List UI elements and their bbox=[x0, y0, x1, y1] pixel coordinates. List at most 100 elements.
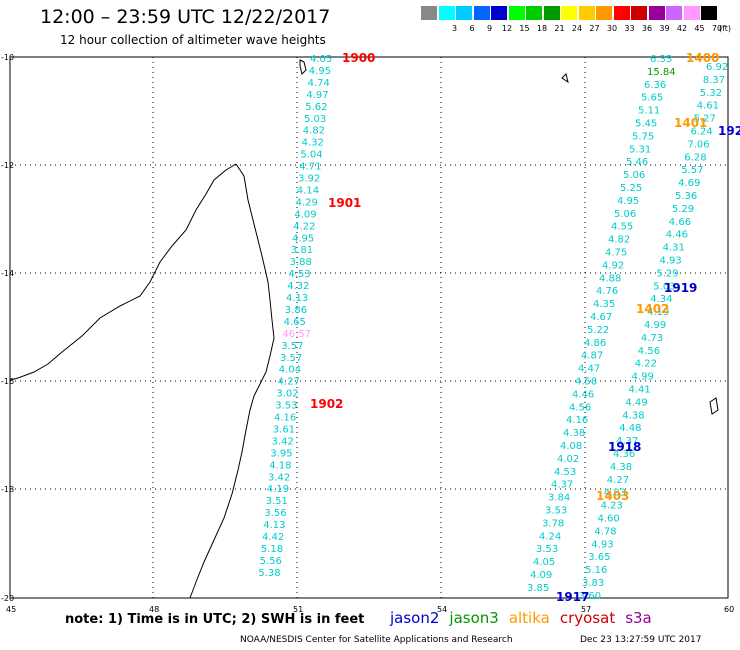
swh-value: 3.85 bbox=[527, 583, 549, 594]
swh-value: 3.78 bbox=[542, 518, 564, 529]
swh-value: 4.93 bbox=[591, 539, 613, 550]
swh-value: 5.38 bbox=[258, 568, 280, 579]
chart-subtitle: 12 hour collection of altimeter wave hei… bbox=[60, 33, 326, 47]
swh-value: 4.46 bbox=[666, 230, 688, 241]
swh-value: 4.37 bbox=[551, 480, 573, 491]
pass-label: 1402 bbox=[636, 302, 669, 316]
swh-value: 5.29 bbox=[656, 268, 678, 279]
swh-value: 4.53 bbox=[554, 467, 576, 478]
lat-tick-label: -16 bbox=[1, 377, 14, 386]
pass-label: 1401 bbox=[674, 116, 707, 130]
swh-value: 4.16 bbox=[566, 415, 588, 426]
swh-value: 3.65 bbox=[588, 552, 610, 563]
swh-value: 6.36 bbox=[644, 80, 666, 91]
swh-value: 4.47 bbox=[578, 364, 600, 375]
swh-value: 3.60 bbox=[579, 591, 601, 602]
legend-swatch bbox=[508, 6, 525, 20]
swh-value: 4.60 bbox=[598, 514, 620, 525]
swh-value: 5.46 bbox=[626, 157, 648, 168]
swh-value: 4.38 bbox=[610, 462, 632, 473]
swh-value: 4.05 bbox=[310, 54, 332, 65]
swh-value: 4.38 bbox=[622, 410, 644, 421]
legend-swatch bbox=[578, 6, 595, 20]
swh-value: 7.06 bbox=[687, 139, 709, 150]
pass-label: 1900 bbox=[342, 51, 375, 65]
swh-value: 5.57 bbox=[681, 165, 703, 176]
swh-value: 4.19 bbox=[647, 307, 669, 318]
swh-value: 4.99 bbox=[644, 320, 666, 331]
legend-swatch bbox=[613, 6, 630, 20]
satellite-jason3: jason3 bbox=[449, 609, 499, 627]
swh-value: 4.66 bbox=[669, 217, 691, 228]
swh-value: 4.19 bbox=[267, 484, 289, 495]
swh-value: 4.82 bbox=[303, 126, 325, 137]
island-outline bbox=[561, 73, 569, 84]
satellite-legend: jason2 jason3 altika cryosat s3a bbox=[390, 609, 662, 627]
swh-value: 4.14 bbox=[297, 185, 319, 196]
legend-label: 27 bbox=[589, 24, 600, 33]
swh-value: 4.67 bbox=[590, 312, 612, 323]
swh-value: 4.58 bbox=[575, 377, 597, 388]
legend-swatch bbox=[561, 6, 577, 20]
legend-label: 30 bbox=[606, 24, 618, 33]
swh-value: 4.34 bbox=[650, 294, 672, 305]
swh-value: 5.03 bbox=[304, 114, 326, 125]
swh-value: 4.42 bbox=[262, 532, 284, 543]
legend-label: 24 bbox=[571, 24, 583, 33]
swh-value: 3.84 bbox=[548, 493, 570, 504]
legend-swatch bbox=[526, 6, 542, 20]
swh-value: 4.23 bbox=[601, 501, 623, 512]
coastline bbox=[9, 163, 275, 599]
swh-value: 5.22 bbox=[587, 325, 609, 336]
swh-value: 4.29 bbox=[296, 197, 318, 208]
swh-value: 5.11 bbox=[638, 106, 660, 117]
swh-value: 4.56 bbox=[638, 346, 660, 357]
swh-value: 5.31 bbox=[629, 144, 651, 155]
swh-value: 3.53 bbox=[275, 401, 297, 412]
timestamp: Dec 23 13:27:59 UTC 2017 bbox=[580, 635, 702, 645]
swh-value: 5.25 bbox=[620, 183, 642, 194]
swh-value: 5.36 bbox=[675, 191, 697, 202]
legend-swatch bbox=[421, 6, 437, 20]
swh-value: 5.06 bbox=[623, 170, 645, 181]
swh-value: 4.09 bbox=[530, 570, 552, 581]
swh-value: 4.99 bbox=[632, 372, 654, 383]
swh-value: 3.81 bbox=[291, 245, 313, 256]
swh-value: 5.62 bbox=[305, 102, 327, 113]
chart-title: 12:00 – 23:59 UTC 12/22/2017 bbox=[40, 6, 331, 28]
swh-value: 4.32 bbox=[287, 281, 309, 292]
swh-value: 4.95 bbox=[309, 66, 331, 77]
lat-tick-label: -14 bbox=[1, 269, 14, 278]
legend-label: 42 bbox=[676, 24, 688, 33]
pass-label: 1918 bbox=[608, 440, 641, 454]
legend-swatch bbox=[543, 6, 560, 20]
swh-value: 4.71 bbox=[299, 162, 321, 173]
legend-label: 6 bbox=[469, 24, 475, 33]
lon-tick-label: 57 bbox=[581, 605, 591, 614]
swh-value: 4.75 bbox=[605, 248, 627, 259]
island-outline bbox=[709, 397, 719, 415]
footer-note: note: 1) Time is in UTC; 2) SWH is in fe… bbox=[65, 612, 365, 627]
pass-label: 1902 bbox=[310, 397, 343, 411]
swh-value: 4.82 bbox=[608, 235, 630, 246]
swh-value: 4.78 bbox=[594, 526, 616, 537]
swh-value: 4.87 bbox=[581, 351, 603, 362]
swh-value: 4.36 bbox=[613, 449, 635, 460]
swh-value: 6.92 bbox=[706, 62, 728, 73]
swh-value: 4.46 bbox=[572, 389, 594, 400]
swh-value: 3.57 bbox=[280, 353, 302, 364]
satellite-cryosat: cryosat bbox=[559, 609, 616, 627]
satellite-altika: altika bbox=[508, 609, 550, 627]
swh-value: 4.73 bbox=[641, 333, 663, 344]
swh-value: 5.03 bbox=[653, 281, 675, 292]
swh-value: 3.53 bbox=[545, 506, 567, 517]
swh-value: 3.83 bbox=[582, 578, 604, 589]
pass-label: 192 bbox=[718, 124, 740, 138]
swh-value: 6.33 bbox=[650, 54, 672, 65]
swh-value: 8.37 bbox=[703, 75, 725, 86]
swh-value: 4.95 bbox=[617, 196, 639, 207]
lon-tick-label: 60 bbox=[724, 605, 734, 614]
legend-swatch bbox=[683, 6, 700, 20]
credit-text: NOAA/NESDIS Center for Satellite Applica… bbox=[240, 635, 513, 645]
swh-value: 4.22 bbox=[635, 359, 657, 370]
